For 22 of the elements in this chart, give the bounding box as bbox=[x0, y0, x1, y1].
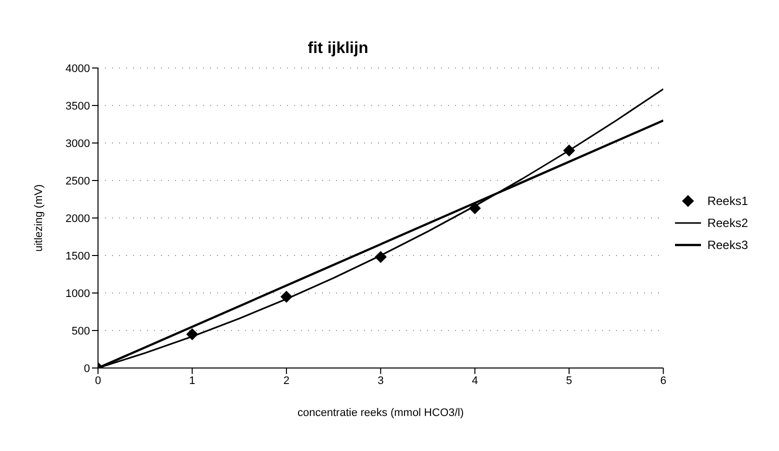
x-tick-label: 2 bbox=[283, 374, 290, 387]
x-tick-label: 4 bbox=[472, 374, 478, 387]
legend-label: Reeks2 bbox=[707, 216, 748, 230]
y-tick-label: 4000 bbox=[66, 62, 90, 75]
y-tick-label: 0 bbox=[84, 362, 90, 375]
y-tick-label: 2500 bbox=[66, 175, 90, 188]
y-tick-label: 1000 bbox=[66, 288, 90, 300]
y-tick-label: 3500 bbox=[66, 100, 90, 112]
x-tick-label: 5 bbox=[566, 374, 572, 387]
legend-label: Reeks1 bbox=[707, 194, 748, 208]
chart-title: fit ijklijn bbox=[306, 40, 370, 58]
legend-label: Reeks3 bbox=[707, 238, 748, 252]
x-tick-label: 6 bbox=[660, 374, 666, 387]
x-tick-label: 1 bbox=[189, 374, 196, 387]
y-tick-label: 500 bbox=[72, 325, 90, 338]
y-axis-title: uitlezing (mV) bbox=[32, 184, 45, 252]
y-tick-label: 3000 bbox=[66, 138, 90, 150]
y-tick-label: 2000 bbox=[66, 212, 90, 225]
x-tick-label: 3 bbox=[378, 374, 384, 387]
x-axis-title: concentratie reeks (mmol HCO3/l) bbox=[298, 407, 464, 419]
x-tick-label: 0 bbox=[94, 374, 102, 387]
y-tick-label: 1500 bbox=[66, 250, 90, 262]
